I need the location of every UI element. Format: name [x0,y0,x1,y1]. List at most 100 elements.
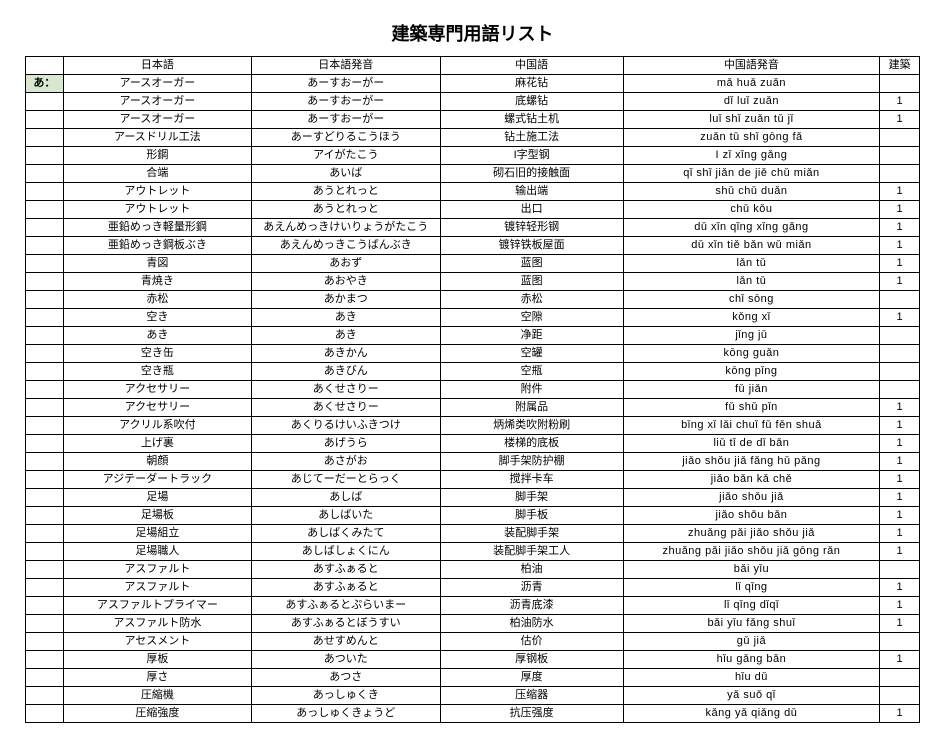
cell-japanese: あき [63,327,251,345]
cell-chinese: 输出端 [440,183,623,201]
cell-japanese: 厚さ [63,669,251,687]
table-row: アースドリル工法あーすどりるこうほう钻土施工法zuǎn tǔ shǐ gōng … [26,129,920,147]
cell-japanese-reading: あき [252,327,440,345]
cell-japanese: アウトレット [63,183,251,201]
cell-japanese-reading: あくせさりー [252,381,440,399]
col-chinese-reading: 中国語発音 [623,57,879,75]
cell-chinese: 厚钢板 [440,651,623,669]
cell-chinese-reading: shǔ chǔ duǎn [623,183,879,201]
cell-japanese: アースドリル工法 [63,129,251,147]
cell-chinese: 炳烯类吹附粉刷 [440,417,623,435]
table-row: 厚さあつさ厚度hǐu dǔ [26,669,920,687]
cell-japanese-reading: あしばいた [252,507,440,525]
table-row: 亜鉛めっき鋼板ぶきあえんめっきこうばんぶき镀锌铁板屋面dǔ xǐn tiě bǎ… [26,237,920,255]
cell-japanese-reading: あっしゅくきょうど [252,705,440,723]
cell-chinese: 估价 [440,633,623,651]
cell-kenchiku: 1 [880,237,920,255]
cell-chinese: 搅拌卡车 [440,471,623,489]
cell-kenchiku: 1 [880,615,920,633]
cell-kenchiku [880,147,920,165]
cell-japanese: アースオーガー [63,111,251,129]
table-row: 上げ裏あげうら楼梯的底板liǔ tǐ de dǐ bǎn1 [26,435,920,453]
cell-kenchiku [880,327,920,345]
cell-japanese-reading: あつさ [252,669,440,687]
cell-japanese-reading: あうとれっと [252,183,440,201]
cell-kenchiku [880,669,920,687]
cell-japanese-reading: あおず [252,255,440,273]
table-row: 形鋼アイがたこうI字型钢I zǐ xǐng gǎng [26,147,920,165]
cell-japanese: アクリル系吹付 [63,417,251,435]
cell-chinese-reading: hǐu dǔ [623,669,879,687]
table-row: アースオーガーあーすおーがー螺式钻土机luǐ shǐ zuǎn tǔ jǐ1 [26,111,920,129]
cell-chinese: 沥青 [440,579,623,597]
cell-chinese-reading: I zǐ xǐng gǎng [623,147,879,165]
cell-japanese-reading: アイがたこう [252,147,440,165]
table-row: 赤松あかまつ赤松chǐ sōng [26,291,920,309]
cell-chinese-reading: qǐ shǐ jiǎn de jiě chǔ miǎn [623,165,879,183]
table-body: あ：アースオーガーあーすおーがー麻花钻mǎ huǎ zuǎn アースオーガーあーす… [26,75,920,723]
cell-chinese: 蓝图 [440,255,623,273]
table-row: 圧縮機あっしゅくき压缩器yǎ suǒ qǐ [26,687,920,705]
cell-chinese: 螺式钻土机 [440,111,623,129]
cell-rowhead [26,669,64,687]
table-row: 合端あいば砌石旧的接触面qǐ shǐ jiǎn de jiě chǔ miǎn [26,165,920,183]
cell-japanese-reading: あじてーだーとらっく [252,471,440,489]
cell-chinese-reading: bǎi yǐu fǎng shuǐ [623,615,879,633]
cell-chinese-reading: lǐ qǐng [623,579,879,597]
table-row: 青焼きあおやき蓝图lǎn tǔ1 [26,273,920,291]
cell-japanese: アスファルト防水 [63,615,251,633]
cell-chinese-reading: lǎn tǔ [623,273,879,291]
table-row: 朝顔あさがお脚手架防护棚jiǎo shǒu jiǎ fǎng hǔ pǎng1 [26,453,920,471]
table-row: アクリル系吹付あくりるけいふきつけ炳烯类吹附粉刷bǐng xǐ lǎi chuǐ… [26,417,920,435]
col-kenchiku: 建築 [880,57,920,75]
cell-chinese: 净距 [440,327,623,345]
cell-rowhead [26,273,64,291]
col-japanese: 日本語 [63,57,251,75]
cell-japanese-reading: あしばしょくにん [252,543,440,561]
cell-chinese-reading: fǔ shǔ pǐn [623,399,879,417]
cell-japanese-reading: あきびん [252,363,440,381]
table-row: 足場職人あしばしょくにん装配脚手架工人zhuǎng pǎi jiǎo shǒu … [26,543,920,561]
cell-chinese-reading: fǔ jiǎn [623,381,879,399]
cell-chinese-reading: lǎn tǔ [623,255,879,273]
cell-japanese: 青焼き [63,273,251,291]
cell-japanese-reading: あしば [252,489,440,507]
cell-kenchiku: 1 [880,273,920,291]
cell-chinese: 镀锌铁板屋面 [440,237,623,255]
cell-japanese-reading: あすふぁると [252,579,440,597]
cell-rowhead [26,633,64,651]
table-row: 青図あおず蓝图lǎn tǔ1 [26,255,920,273]
cell-chinese-reading: lǐ qǐng dǐqǐ [623,597,879,615]
cell-rowhead [26,363,64,381]
cell-chinese: 底螺钻 [440,93,623,111]
cell-chinese-reading: kǒng xǐ [623,309,879,327]
cell-rowhead [26,417,64,435]
cell-japanese: 圧縮強度 [63,705,251,723]
cell-japanese: 亜鉛めっき鋼板ぶき [63,237,251,255]
cell-rowhead [26,561,64,579]
cell-kenchiku: 1 [880,705,920,723]
cell-japanese: 赤松 [63,291,251,309]
cell-rowhead [26,309,64,327]
cell-kenchiku [880,129,920,147]
cell-chinese: 脚手架 [440,489,623,507]
cell-chinese: 空隙 [440,309,623,327]
table-row: あ：アースオーガーあーすおーがー麻花钻mǎ huǎ zuǎn [26,75,920,93]
table-row: 厚板あついた厚钢板hǐu gǎng bǎn1 [26,651,920,669]
cell-japanese-reading: あついた [252,651,440,669]
cell-kenchiku: 1 [880,453,920,471]
cell-japanese: アスファルト [63,579,251,597]
cell-kenchiku [880,381,920,399]
cell-japanese-reading: あくりるけいふきつけ [252,417,440,435]
cell-chinese: 压缩器 [440,687,623,705]
cell-kenchiku [880,345,920,363]
cell-japanese: 足場板 [63,507,251,525]
cell-rowhead [26,183,64,201]
cell-rowhead [26,453,64,471]
cell-chinese-reading: bǎi yǐu [623,561,879,579]
cell-chinese-reading: jiǎo shǒu jiǎ fǎng hǔ pǎng [623,453,879,471]
cell-rowhead [26,399,64,417]
table-row: アクセサリーあくせさりー附属品fǔ shǔ pǐn1 [26,399,920,417]
table-row: 足場あしば脚手架jiǎo shǒu jiǎ1 [26,489,920,507]
table-row: アクセサリーあくせさりー附件fǔ jiǎn [26,381,920,399]
